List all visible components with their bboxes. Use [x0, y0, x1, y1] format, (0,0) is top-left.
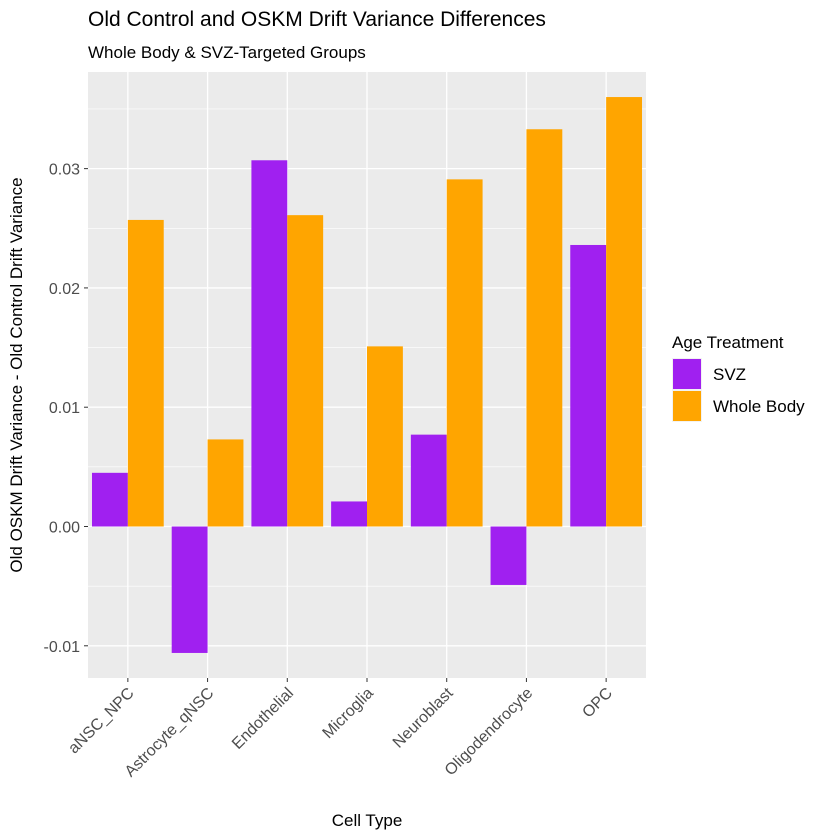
x-tick-label: Endothelial [229, 685, 297, 753]
bar-svz [171, 526, 208, 653]
y-tick-label: 0.01 [49, 400, 80, 417]
bar-svz [331, 501, 367, 527]
x-tick-label: Microglia [320, 685, 377, 742]
chart-subtitle: Whole Body & SVZ-Targeted Groups [88, 43, 366, 62]
bar-whole-body [367, 346, 403, 527]
legend-key-whole-body [673, 391, 701, 421]
bars [91, 97, 643, 653]
bar-whole-body [287, 215, 324, 527]
x-axis-title: Cell Type [332, 811, 403, 830]
y-axis: -0.01 0.00 0.01 0.02 0.03 [44, 162, 88, 656]
y-axis-title: Old OSKM Drift Variance - Old Control Dr… [7, 177, 26, 572]
x-tick-label: OPC [579, 685, 616, 722]
y-tick-label: 0.02 [49, 281, 80, 298]
bar-svz [490, 526, 527, 585]
x-tick-label: aNSC_NPC [65, 685, 137, 757]
legend-label-whole-body: Whole Body [713, 397, 805, 416]
legend-key-svz [673, 359, 701, 389]
x-tick-label: Astrocyte_qNSC [122, 685, 218, 781]
y-tick-label: -0.01 [44, 639, 81, 656]
x-tick-label: Oligodendrocyte [442, 685, 536, 779]
y-tick-label: 0.00 [49, 520, 80, 537]
x-tick-label: Neuroblast [390, 684, 457, 751]
bar-whole-body [606, 97, 643, 527]
bar-whole-body [526, 129, 563, 527]
bar-whole-body [127, 219, 164, 527]
legend-label-svz: SVZ [713, 365, 746, 384]
bar-svz [91, 472, 128, 527]
bar-svz [410, 434, 447, 527]
bar-svz [251, 160, 288, 527]
legend-title: Age Treatment [672, 333, 784, 352]
legend: Age Treatment SVZ Whole Body [672, 333, 805, 422]
bar-whole-body [207, 439, 244, 527]
bar-svz [570, 244, 607, 527]
chart-title: Old Control and OSKM Drift Variance Diff… [88, 8, 546, 31]
y-tick-label: 0.03 [49, 162, 80, 179]
bar-whole-body [446, 179, 483, 527]
